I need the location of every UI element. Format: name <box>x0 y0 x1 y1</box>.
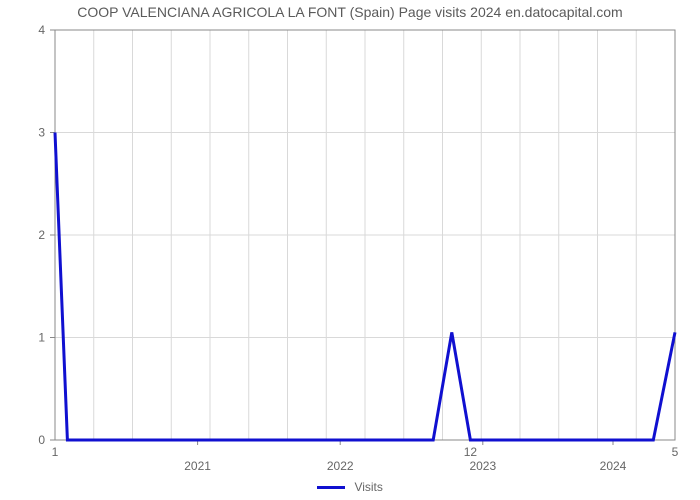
svg-text:2024: 2024 <box>600 459 627 473</box>
svg-text:12: 12 <box>464 445 478 459</box>
legend: Visits <box>0 480 700 494</box>
svg-text:2023: 2023 <box>469 459 496 473</box>
svg-text:0: 0 <box>38 433 45 447</box>
legend-label: Visits <box>354 480 382 494</box>
line-chart: 0123411252021202220232024 <box>0 0 700 500</box>
legend-swatch <box>317 486 345 489</box>
svg-text:2021: 2021 <box>184 459 211 473</box>
svg-text:2022: 2022 <box>327 459 354 473</box>
svg-text:2: 2 <box>38 228 45 242</box>
svg-text:1: 1 <box>52 445 59 459</box>
svg-text:1: 1 <box>38 331 45 345</box>
svg-text:3: 3 <box>38 126 45 140</box>
svg-text:4: 4 <box>38 23 45 37</box>
svg-text:5: 5 <box>672 445 679 459</box>
